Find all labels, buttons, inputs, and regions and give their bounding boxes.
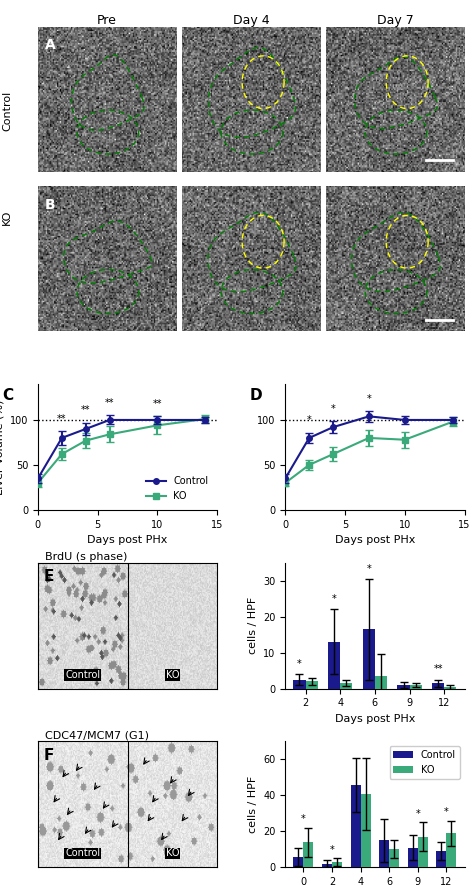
Y-axis label: cells / HPF: cells / HPF bbox=[247, 776, 258, 833]
Bar bbox=[363, 629, 375, 689]
Bar bbox=[293, 857, 303, 867]
Text: *: * bbox=[301, 814, 306, 824]
Text: CDC47/MCM7 (G1): CDC47/MCM7 (G1) bbox=[38, 731, 149, 741]
Text: Control: Control bbox=[65, 670, 100, 680]
Text: **: ** bbox=[57, 413, 66, 424]
Bar bbox=[293, 680, 306, 689]
Bar bbox=[444, 687, 456, 689]
Bar bbox=[361, 794, 371, 867]
Text: *: * bbox=[329, 844, 334, 855]
Bar bbox=[410, 685, 422, 689]
Bar bbox=[328, 642, 340, 689]
Title: Pre: Pre bbox=[97, 13, 117, 27]
X-axis label: Days post PHx: Days post PHx bbox=[87, 535, 168, 545]
Text: **: ** bbox=[433, 665, 443, 674]
Text: *: * bbox=[297, 658, 302, 669]
Bar bbox=[351, 785, 361, 867]
Text: *: * bbox=[366, 564, 371, 573]
Text: **: ** bbox=[153, 399, 162, 409]
Bar bbox=[306, 681, 318, 689]
Text: **: ** bbox=[81, 405, 91, 415]
Bar bbox=[432, 683, 444, 689]
Bar bbox=[397, 685, 410, 689]
Bar bbox=[322, 864, 332, 867]
Text: Control: Control bbox=[2, 90, 12, 131]
Text: F: F bbox=[43, 748, 54, 763]
Text: A: A bbox=[45, 38, 55, 52]
Text: KO: KO bbox=[2, 209, 12, 225]
Text: *: * bbox=[444, 807, 449, 817]
Text: BrdU (s phase): BrdU (s phase) bbox=[38, 552, 128, 562]
Text: C: C bbox=[2, 388, 13, 403]
Bar bbox=[389, 850, 399, 867]
Text: Control: Control bbox=[65, 849, 100, 858]
Text: *: * bbox=[331, 404, 336, 413]
Bar bbox=[418, 836, 428, 867]
Text: **: ** bbox=[105, 398, 114, 408]
Text: *: * bbox=[307, 415, 311, 426]
Bar bbox=[447, 833, 456, 867]
Text: *: * bbox=[366, 394, 371, 404]
Bar bbox=[340, 683, 352, 689]
Bar bbox=[379, 841, 389, 867]
Bar bbox=[375, 676, 387, 689]
Text: D: D bbox=[249, 388, 262, 403]
Text: *: * bbox=[332, 594, 337, 604]
Text: *: * bbox=[415, 809, 420, 819]
X-axis label: Days post PHx: Days post PHx bbox=[335, 535, 415, 545]
Bar bbox=[332, 862, 342, 867]
Bar bbox=[437, 851, 447, 867]
Text: E: E bbox=[43, 569, 54, 584]
Bar bbox=[408, 848, 418, 867]
Text: KO: KO bbox=[165, 849, 179, 858]
Bar bbox=[303, 843, 313, 867]
Text: KO: KO bbox=[165, 670, 179, 680]
X-axis label: Days post PHx: Days post PHx bbox=[335, 714, 415, 724]
Title: Day 4: Day 4 bbox=[233, 13, 270, 27]
Text: B: B bbox=[45, 197, 55, 212]
Legend: Control, KO: Control, KO bbox=[390, 746, 460, 779]
Title: Day 7: Day 7 bbox=[377, 13, 414, 27]
Y-axis label: Liver Volume (%): Liver Volume (%) bbox=[0, 399, 4, 495]
Y-axis label: cells / HPF: cells / HPF bbox=[247, 597, 258, 654]
Legend: Control, KO: Control, KO bbox=[142, 473, 212, 505]
